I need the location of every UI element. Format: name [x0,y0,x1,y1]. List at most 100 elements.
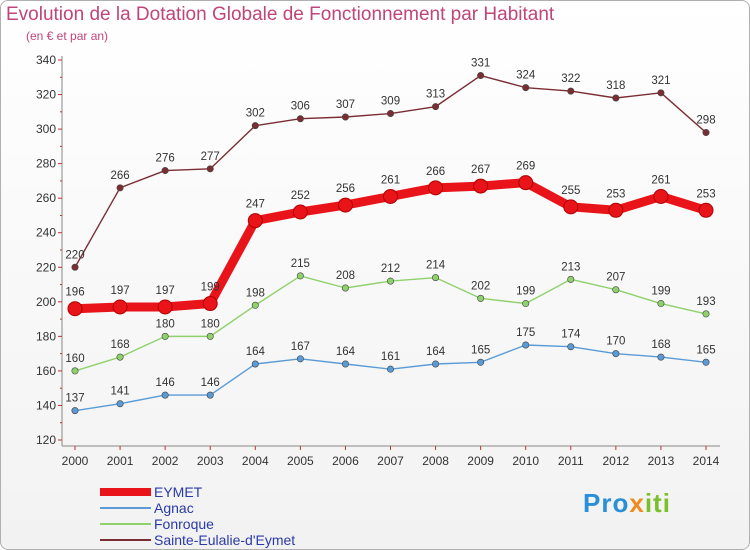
data-point [296,355,304,363]
data-point [337,197,353,213]
data-point [202,296,218,312]
x-tick-label: 2004 [242,454,269,468]
data-point [116,353,124,361]
data-label: 215 [291,258,310,270]
series-fonroque [71,272,710,375]
y-tick-label: 340 [36,53,56,67]
data-label: 174 [561,329,581,341]
data-label: 266 [426,166,445,178]
x-tick-label: 2002 [152,454,179,468]
data-label: 180 [201,318,220,330]
data-point [702,358,710,366]
data-point [473,178,489,194]
data-label: 276 [156,153,175,165]
data-point [112,299,128,315]
data-point [157,299,173,315]
data-label: 247 [246,199,265,211]
data-label: 253 [606,188,625,200]
data-point [71,367,79,375]
data-label: 199 [201,282,220,294]
proxiti-logo: Proxiti [583,488,671,519]
x-tick-label: 2005 [287,454,314,468]
y-tick-label: 180 [36,329,56,343]
data-label: 180 [156,318,175,330]
data-point [206,391,214,399]
legend-label: EYMET [154,484,203,500]
data-label: 164 [246,346,266,358]
data-label: 202 [471,280,490,292]
data-label: 146 [201,377,220,389]
data-point [608,202,624,218]
data-point [386,277,394,285]
data-point [341,360,349,368]
x-axis-ticks: 2000 2001 2002 2003 2004 2005 2006 2007 2008 2009… [62,446,720,468]
y-axis-ticks: 120 140 160 180 200 220 240 260 280 300 320 340 [36,53,62,447]
data-point [477,294,485,302]
x-tick-label: 2006 [332,454,359,468]
data-label: 164 [336,346,356,358]
data-label: 165 [696,344,715,356]
data-label: 252 [291,190,310,202]
data-label: 207 [606,272,625,284]
data-label: 212 [381,263,400,275]
data-point [383,188,398,204]
x-tick-label: 2003 [197,454,224,468]
x-tick-label: 2012 [603,454,630,468]
x-tick-label: 2007 [377,454,404,468]
data-point [522,341,530,349]
data-label: 213 [561,261,580,273]
data-label: 137 [65,393,84,405]
data-label: 261 [651,174,670,186]
data-label: 318 [606,80,625,92]
data-point [702,310,710,318]
data-point [567,275,575,283]
data-label: 256 [336,183,355,195]
logo-part-3: iti [644,488,671,518]
data-point [432,274,440,282]
data-point [563,199,579,215]
y-tick-label: 220 [36,260,56,274]
data-label: 307 [336,99,355,111]
data-point [518,175,534,191]
data-label: 277 [201,151,220,163]
data-label: 261 [381,174,400,186]
chart-subtitle: (en € et par an) [26,29,109,43]
data-label: 298 [696,115,715,127]
x-tick-label: 2011 [558,454,584,468]
series-agnac [71,341,710,415]
data-label: 193 [696,296,715,308]
data-point [386,365,394,373]
data-point [116,184,124,192]
data-point [206,165,214,173]
data-point [698,202,714,218]
x-tick-label: 2014 [693,454,720,468]
data-label: 175 [516,327,535,339]
data-point [477,72,485,80]
data-label: 161 [381,351,400,363]
data-point [71,263,79,271]
chart-title: Evolution de la Dotation Globale de Fonc… [6,4,555,25]
data-label: 214 [426,260,446,272]
data-point [612,350,620,358]
x-tick-label: 2001 [107,454,134,468]
data-label: 199 [651,286,670,298]
data-point [296,272,304,280]
data-point [71,407,79,415]
data-point [341,284,349,292]
data-point [567,87,575,95]
data-point [612,94,620,102]
data-point [116,400,124,408]
data-point [247,213,263,229]
data-point [432,360,440,368]
data-point [653,188,669,204]
data-point [428,180,444,196]
legend-item: Sainte-Eulalie-d'Eymet [100,532,295,548]
y-tick-label: 300 [36,122,56,136]
data-point [657,300,665,308]
x-tick-label: 2009 [467,454,494,468]
y-tick-label: 240 [36,226,56,240]
data-label: 168 [651,339,670,351]
data-label: 266 [110,170,129,182]
data-label: 306 [291,101,310,113]
